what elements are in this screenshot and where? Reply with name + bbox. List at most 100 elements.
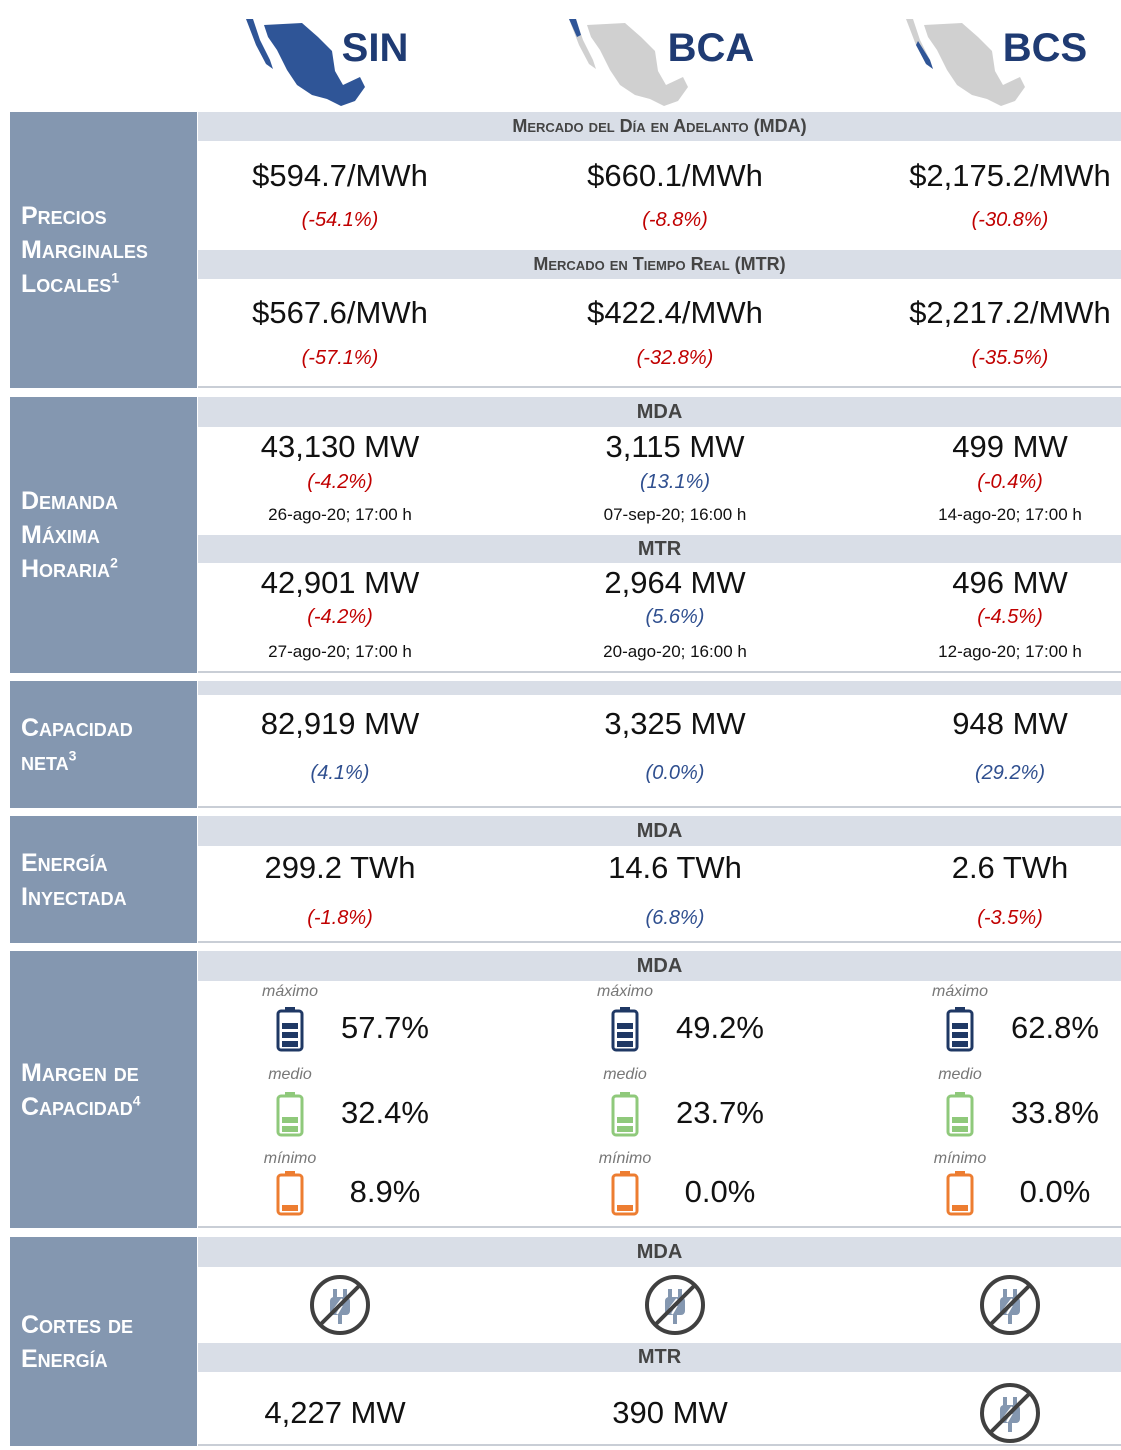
label-text: Capacidad neta3 <box>21 713 133 776</box>
battery <box>276 1007 304 1052</box>
date: 14-ago-20; 17:00 h <box>938 505 1082 524</box>
battery <box>611 1092 639 1137</box>
no-power <box>645 1275 705 1335</box>
section-label: Energía Inyectada <box>10 816 197 943</box>
no-power-icon <box>978 1381 1042 1445</box>
section-header: Mercado del Día en Adelanto (MDA) <box>198 112 1121 141</box>
no-power-icon <box>308 1273 372 1337</box>
battery <box>611 1007 639 1052</box>
section-header: Mercado en Tiempo Real (MTR) <box>198 250 1121 279</box>
label-text: Cortes de Energía <box>21 1310 134 1373</box>
column-title: SIN <box>342 26 409 70</box>
value: 3,115 MW <box>605 429 745 464</box>
change: (5.6%) <box>645 606 705 628</box>
value: 42,901 MW <box>260 565 420 600</box>
section-label: Precios Marginales Locales1 <box>10 112 197 388</box>
value: 948 MW <box>952 706 1068 741</box>
column-title: BCS <box>1003 26 1087 70</box>
value: 43,130 MW <box>260 429 420 464</box>
no-power <box>980 1383 1040 1443</box>
section-header: MDA <box>198 1237 1121 1267</box>
label-text: Margen de Capacidad4 <box>21 1058 141 1121</box>
value: $660.1/MWh <box>587 158 763 193</box>
margin-value: 0.0% <box>1019 1174 1091 1209</box>
change: (-1.8%) <box>307 907 373 929</box>
change: (0.0%) <box>645 762 705 784</box>
change: (-0.4%) <box>977 471 1043 493</box>
section-body <box>198 816 1121 943</box>
battery <box>276 1171 304 1216</box>
battery-icon <box>611 1170 639 1216</box>
battery-icon <box>946 1170 974 1216</box>
header-maps: SIN BCA BCS <box>246 19 1088 106</box>
battery <box>611 1171 639 1216</box>
section-header: MTR <box>198 1343 1121 1372</box>
change: (-30.8%) <box>971 209 1049 231</box>
change: (-57.1%) <box>301 347 379 369</box>
footnote: 1 <box>111 269 120 286</box>
date: 07-sep-20; 16:00 h <box>603 505 747 524</box>
value: $422.4/MWh <box>587 295 763 330</box>
section-header: MDA <box>198 397 1121 427</box>
battery-icon <box>276 1006 304 1052</box>
section-body <box>198 681 1121 808</box>
label-text: Demanda Máxima Horaria2 <box>21 487 119 583</box>
margin-value: 8.9% <box>349 1174 421 1209</box>
level-label: mínimo <box>598 1150 652 1167</box>
margin-value: 57.7% <box>341 1010 429 1045</box>
change: (-8.8%) <box>642 209 708 231</box>
value: 2,964 MW <box>604 565 746 600</box>
date: 27-ago-20; 17:00 h <box>268 642 412 661</box>
value: 82,919 MW <box>260 706 420 741</box>
battery-icon <box>276 1170 304 1216</box>
battery <box>946 1007 974 1052</box>
date: 20-ago-20; 16:00 h <box>603 642 747 661</box>
change: (6.8%) <box>645 907 705 929</box>
change: (-35.5%) <box>971 347 1049 369</box>
value: $2,175.2/MWh <box>909 158 1111 193</box>
section-label: Capacidad neta3 <box>10 681 197 808</box>
level-label: medio <box>938 1066 982 1083</box>
section-header: MDA <box>198 951 1121 981</box>
change: (-4.2%) <box>307 471 373 493</box>
margin-value: 23.7% <box>676 1095 764 1130</box>
level-label: mínimo <box>933 1150 987 1167</box>
change: (29.2%) <box>974 762 1046 784</box>
margin-value: 62.8% <box>1011 1010 1099 1045</box>
section-body <box>198 112 1121 388</box>
section-header: MDA <box>198 816 1121 846</box>
section-header: MTR <box>198 535 1121 563</box>
column-title: BCA <box>668 26 755 70</box>
section-label: Demanda Máxima Horaria2 <box>10 397 197 673</box>
label-text: Energía Inyectada <box>21 848 127 911</box>
value: 14.6 TWh <box>608 850 742 885</box>
margin-value: 0.0% <box>684 1174 756 1209</box>
date: 26-ago-20; 17:00 h <box>268 505 412 524</box>
label-text: Precios Marginales Locales1 <box>21 202 148 298</box>
change: (-4.2%) <box>307 606 373 628</box>
section-body <box>198 397 1121 673</box>
section-header <box>198 681 1121 695</box>
change: (4.1%) <box>310 762 370 784</box>
value: $567.6/MWh <box>252 295 428 330</box>
map-bca <box>569 19 688 106</box>
section-body <box>198 951 1121 1228</box>
battery <box>946 1092 974 1137</box>
value: 4,227 MW <box>264 1395 406 1430</box>
value: 2.6 TWh <box>951 850 1069 885</box>
level-label: máximo <box>596 983 653 1000</box>
footnote: 3 <box>68 747 77 764</box>
no-power-icon <box>978 1273 1042 1337</box>
change: (13.1%) <box>639 471 711 493</box>
battery-icon <box>611 1091 639 1137</box>
battery-icon <box>276 1091 304 1137</box>
level-label: medio <box>268 1066 312 1083</box>
battery <box>946 1171 974 1216</box>
value: 390 MW <box>612 1395 728 1430</box>
battery-icon <box>946 1091 974 1137</box>
value: 3,325 MW <box>604 706 746 741</box>
value: $2,217.2/MWh <box>909 295 1111 330</box>
margin-value: 33.8% <box>1011 1095 1099 1130</box>
section-body <box>198 1237 1121 1446</box>
